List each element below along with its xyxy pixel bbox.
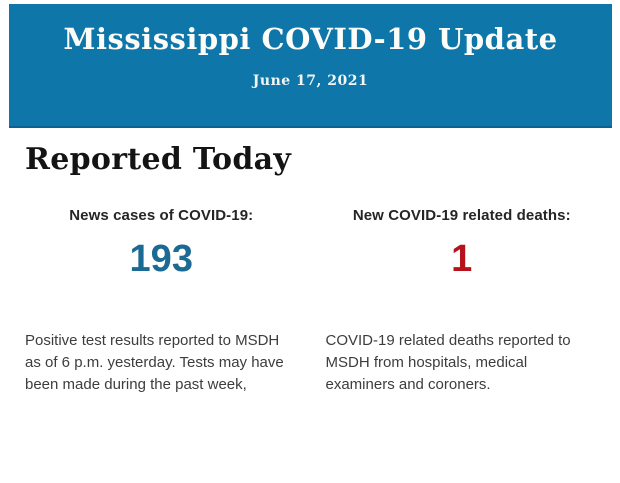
- stat-new-deaths: New COVID-19 related deaths: 1 COVID-19 …: [326, 207, 599, 396]
- stat-new-cases: News cases of COVID-19: 193 Positive tes…: [25, 207, 298, 396]
- new-cases-description: Positive test results reported to MSDH a…: [25, 332, 284, 393]
- new-deaths-description: COVID-19 related deaths reported to MSDH…: [325, 332, 571, 393]
- stats-grid: News cases of COVID-19: 193 Positive tes…: [25, 207, 598, 396]
- new-deaths-value: 1: [451, 238, 473, 280]
- page-title: Mississippi COVID-19 Update: [63, 22, 558, 56]
- header-banner: Mississippi COVID-19 Update June 17, 202…: [9, 4, 612, 128]
- new-cases-label: News cases of COVID-19:: [69, 207, 254, 224]
- section-heading: Reported Today: [25, 142, 292, 177]
- new-cases-value: 193: [129, 238, 193, 280]
- report-date: June 17, 2021: [252, 73, 369, 89]
- new-deaths-label: New COVID-19 related deaths:: [352, 207, 571, 224]
- report-body: Reported Today News cases of COVID-19: 1…: [0, 128, 620, 396]
